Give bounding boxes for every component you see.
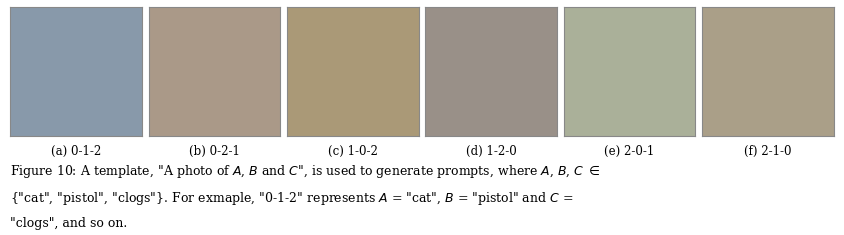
Text: (d) 1-2-0: (d) 1-2-0 — [466, 145, 517, 157]
Text: (a) 0-1-2: (a) 0-1-2 — [51, 145, 101, 157]
Text: Figure 10: A template, "A photo of $A$, $B$ and $C$", is used to generate prompt: Figure 10: A template, "A photo of $A$, … — [10, 163, 601, 180]
Text: (f) 2-1-0: (f) 2-1-0 — [744, 145, 792, 157]
Text: {"cat", "pistol", "clogs"}. For exmaple, "0-1-2" represents $A$ = "cat", $B$ = ": {"cat", "pistol", "clogs"}. For exmaple,… — [10, 190, 574, 207]
Text: (b) 0-2-1: (b) 0-2-1 — [189, 145, 240, 157]
Text: (e) 2-0-1: (e) 2-0-1 — [604, 145, 655, 157]
Text: (c) 1-0-2: (c) 1-0-2 — [327, 145, 378, 157]
Text: "clogs", and so on.: "clogs", and so on. — [10, 217, 127, 230]
